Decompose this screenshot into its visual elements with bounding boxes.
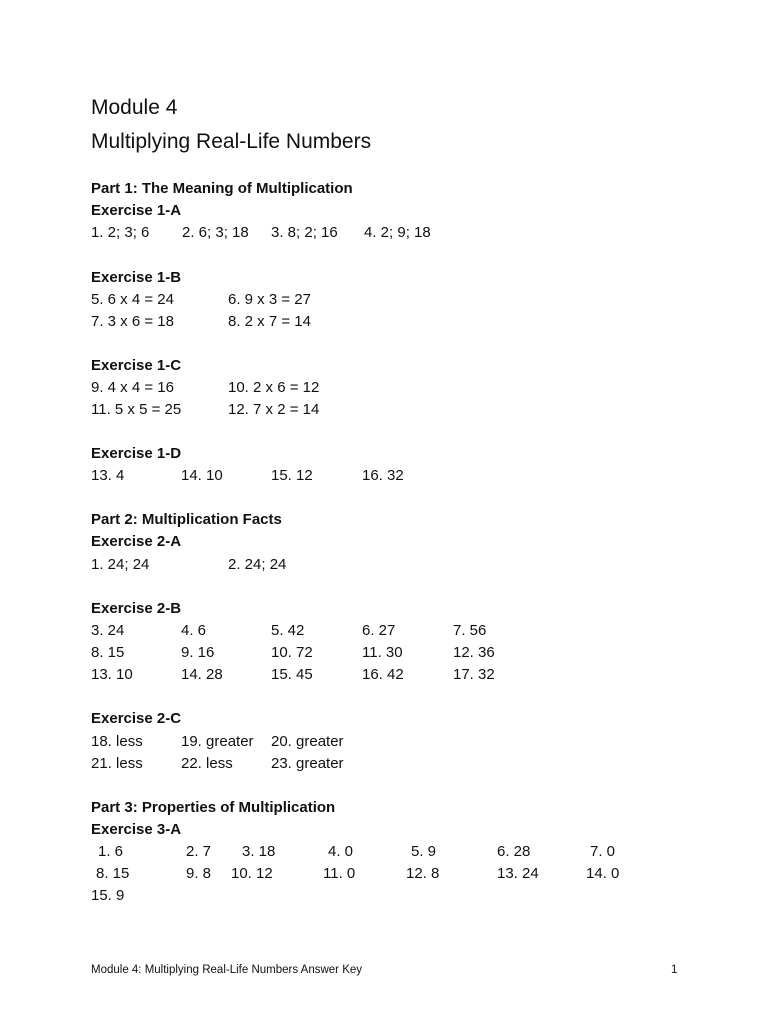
- answer-item: 15. 45: [271, 666, 313, 683]
- answer-item: 8. 15: [91, 644, 125, 661]
- answer-item: 4. 2; 9; 18: [364, 224, 431, 241]
- answer-item: 11. 30: [362, 644, 403, 661]
- answer-item: 19. greater: [181, 733, 254, 750]
- part-heading: Part 2: Multiplication Facts: [91, 511, 282, 528]
- answer-item: 6. 27: [362, 622, 396, 639]
- answer-item: 2. 7: [186, 843, 212, 860]
- answer-item: 12. 8: [406, 865, 440, 882]
- answer-item: 7. 0: [590, 843, 616, 860]
- answer-item: 5. 42: [271, 622, 305, 639]
- exercise-heading: Exercise 2-A: [91, 533, 182, 550]
- answer-item: 1. 24; 24: [91, 556, 150, 573]
- answer-item: 4. 0: [328, 843, 354, 860]
- page-number: 1: [671, 964, 678, 976]
- answer-item: 10. 2 x 6 = 12: [228, 379, 320, 396]
- answer-item: 13. 4: [91, 467, 125, 484]
- answer-item: 17. 32: [453, 666, 495, 683]
- answer-item: 8. 15: [96, 865, 130, 882]
- answer-item: 6. 28: [497, 843, 531, 860]
- answer-item: 15. 9: [91, 887, 125, 904]
- part-heading: Part 3: Properties of Multiplication: [91, 799, 336, 816]
- answer-item: 18. less: [91, 733, 143, 750]
- answer-item: 10. 12: [231, 865, 273, 882]
- exercise-heading: Exercise 3-A: [91, 821, 182, 838]
- exercise-heading: Exercise 2-B: [91, 600, 182, 617]
- answer-item: 22. less: [181, 755, 233, 772]
- answer-item: 7. 56: [453, 622, 487, 639]
- answer-item: 2. 6; 3; 18: [182, 224, 249, 241]
- answer-item: 5. 9: [411, 843, 437, 860]
- answer-item: 15. 12: [271, 467, 313, 484]
- answer-item: 12. 7 x 2 = 14: [228, 401, 320, 418]
- page-title: Module 4: [91, 96, 178, 119]
- answer-item: 20. greater: [271, 733, 344, 750]
- answer-item: 9. 8: [186, 865, 212, 882]
- answer-item: 3. 18: [242, 843, 276, 860]
- answer-item: 13. 10: [91, 666, 133, 683]
- answer-item: 5. 6 x 4 = 24: [91, 291, 174, 308]
- answer-item: 6. 9 x 3 = 27: [228, 291, 311, 308]
- answer-item: 23. greater: [271, 755, 344, 772]
- answer-item: 11. 5 x 5 = 25: [91, 401, 182, 418]
- exercise-heading: Exercise 2-C: [91, 710, 182, 727]
- answer-item: 16. 42: [362, 666, 404, 683]
- answer-item: 3. 8; 2; 16: [271, 224, 338, 241]
- footer-text: Module 4: Multiplying Real-Life Numbers …: [91, 964, 363, 976]
- answer-item: 1. 6: [98, 843, 124, 860]
- answer-item: 14. 28: [181, 666, 223, 683]
- exercise-heading: Exercise 1-C: [91, 357, 182, 374]
- answer-item: 9. 4 x 4 = 16: [91, 379, 174, 396]
- answer-item: 8. 2 x 7 = 14: [228, 313, 311, 330]
- answer-item: 11. 0: [323, 865, 356, 882]
- answer-item: 16. 32: [362, 467, 404, 484]
- answer-item: 10. 72: [271, 644, 313, 661]
- answer-item: 13. 24: [497, 865, 539, 882]
- answer-item: 1. 2; 3; 6: [91, 224, 150, 241]
- page-subtitle: Multiplying Real-Life Numbers: [91, 130, 372, 153]
- exercise-heading: Exercise 1-A: [91, 202, 182, 219]
- answer-item: 3. 24: [91, 622, 125, 639]
- answer-item: 14. 0: [586, 865, 620, 882]
- answer-item: 4. 6: [181, 622, 207, 639]
- answer-item: 7. 3 x 6 = 18: [91, 313, 174, 330]
- exercise-heading: Exercise 1-D: [91, 445, 182, 462]
- answer-item: 14. 10: [181, 467, 223, 484]
- part-heading: Part 1: The Meaning of Multiplication: [91, 180, 353, 197]
- answer-item: 2. 24; 24: [228, 556, 287, 573]
- exercise-heading: Exercise 1-B: [91, 269, 182, 286]
- answer-item: 12. 36: [453, 644, 495, 661]
- answer-item: 9. 16: [181, 644, 215, 661]
- answer-item: 21. less: [91, 755, 143, 772]
